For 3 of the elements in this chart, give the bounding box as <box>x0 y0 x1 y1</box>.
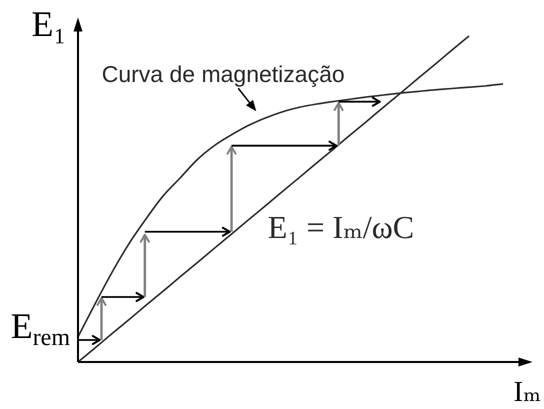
y-axis-title: E₁ <box>31 4 66 44</box>
series-label: Curva de magnetização <box>102 61 345 88</box>
x-axis-title: Iₘ <box>514 376 542 408</box>
